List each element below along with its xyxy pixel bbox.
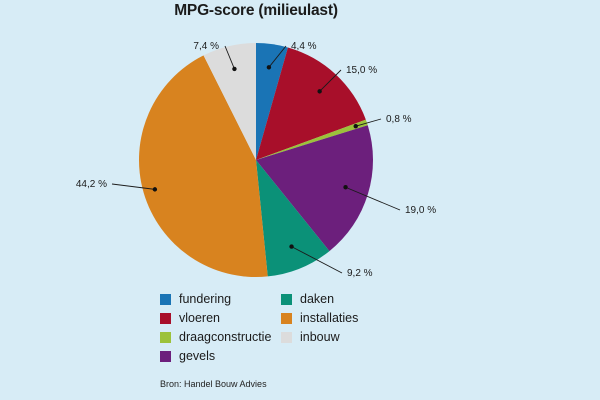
legend-swatch: [160, 350, 171, 362]
pie-slice-installaties: [139, 55, 268, 277]
data-label-draagconstructie: 0,8 %: [386, 114, 412, 125]
leader-line: [291, 246, 343, 274]
leader-dot: [152, 187, 158, 192]
legend: fundering daken vloeren installaties dra…: [160, 292, 420, 363]
data-label-inbouw: 7,4 %: [193, 41, 219, 52]
legend-label: inbouw: [300, 330, 340, 344]
legend-swatch: [160, 331, 171, 343]
pie-slice-fundering: [256, 43, 288, 160]
leader-line: [355, 118, 382, 127]
leader-line: [268, 45, 287, 68]
source-note: Bron: Handel Bouw Advies: [160, 379, 267, 389]
leader-dot: [343, 185, 348, 190]
pie-slice-daken: [256, 160, 330, 277]
leader-dot: [232, 66, 237, 72]
data-label-fundering: 4,4 %: [291, 41, 317, 52]
legend-label: draagconstructie: [179, 330, 272, 344]
legend-swatch: [281, 293, 292, 305]
data-label-installaties: 44,2 %: [76, 179, 107, 190]
leader-line: [319, 69, 342, 92]
legend-label: vloeren: [179, 311, 220, 325]
leader-line: [111, 183, 155, 190]
leader-line: [345, 186, 401, 211]
legend-swatch: [160, 293, 171, 305]
pie-slice-gevels: [256, 125, 373, 252]
legend-item-vloeren: vloeren: [160, 311, 281, 325]
data-label-vloeren: 15,0 %: [346, 65, 377, 76]
legend-item-installaties: installaties: [281, 311, 411, 325]
legend-label: installaties: [300, 311, 359, 325]
legend-item-draagconstructie: draagconstructie: [160, 330, 281, 344]
leader-line: [224, 45, 235, 70]
legend-label: fundering: [179, 292, 232, 306]
legend-item-fundering: fundering: [160, 292, 281, 306]
leader-dot: [317, 89, 322, 94]
legend-label: gevels: [179, 349, 216, 363]
data-label-daken: 9,2 %: [347, 268, 373, 279]
data-label-gevels: 19,0 %: [405, 205, 436, 216]
legend-item-inbouw: inbouw: [281, 330, 411, 344]
leader-dot: [289, 244, 294, 249]
legend-label: daken: [300, 292, 335, 306]
pie-slice-vloeren: [256, 47, 366, 160]
pie-slice-draagconstructie: [256, 119, 368, 160]
legend-item-gevels: gevels: [160, 349, 281, 363]
legend-swatch: [160, 312, 171, 324]
legend-swatch: [281, 331, 292, 343]
pie-slice-inbouw: [203, 43, 256, 160]
legend-item-daken: daken: [281, 292, 411, 306]
leader-dot: [266, 65, 272, 70]
legend-swatch: [281, 312, 292, 324]
leader-dot: [353, 124, 358, 129]
chart-title: MPG-score (milieulast): [174, 2, 338, 19]
